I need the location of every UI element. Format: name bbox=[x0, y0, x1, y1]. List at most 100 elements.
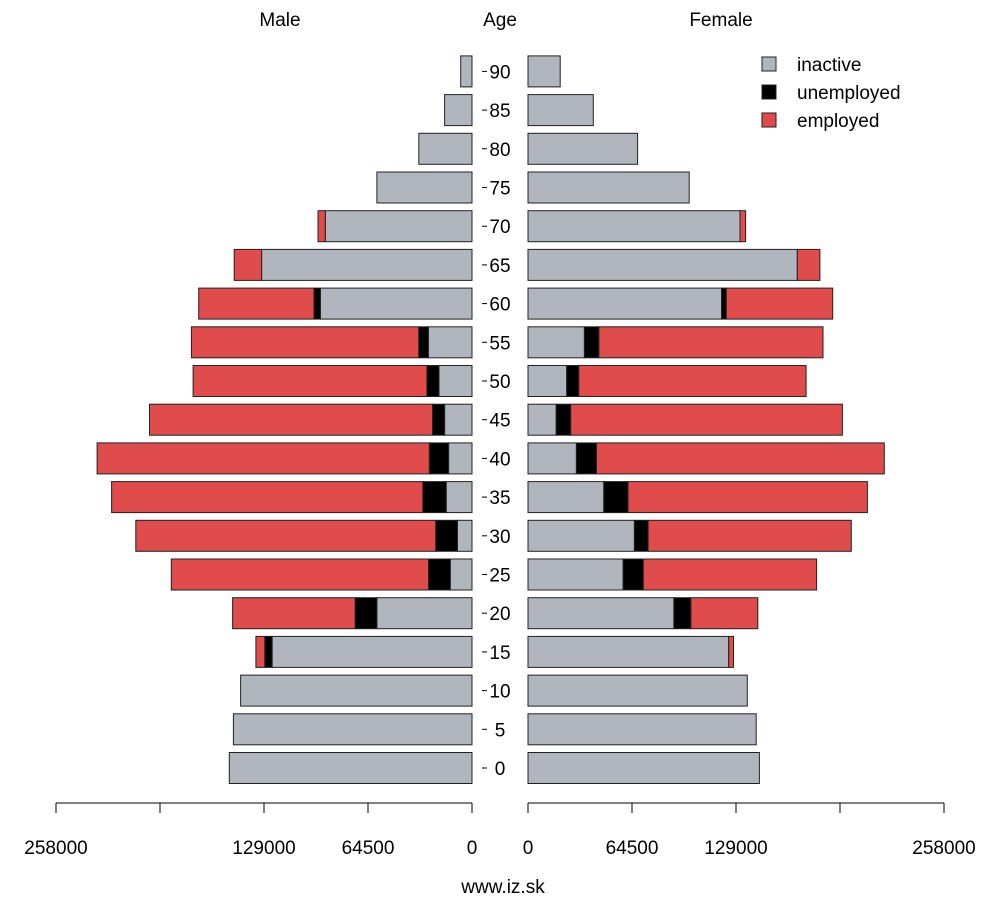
bar-female-inactive-age-50 bbox=[527, 365, 568, 397]
bar-male-employed-age-60 bbox=[198, 287, 315, 320]
bar-male-unemployed-age-30 bbox=[435, 519, 459, 552]
bar-male-inactive-age-25 bbox=[449, 558, 473, 591]
age-label-5: 5 bbox=[495, 720, 506, 741]
female-x-tick-label: 129000 bbox=[704, 838, 767, 859]
bar-male-employed-age-55 bbox=[190, 326, 420, 359]
bar-male-employed-age-50 bbox=[192, 365, 428, 397]
bar-male-inactive-age-50 bbox=[438, 365, 473, 397]
bar-female-unemployed-age-40 bbox=[575, 442, 598, 475]
bar-male-unemployed-age-35 bbox=[422, 481, 447, 514]
male-x-tick-label: 129000 bbox=[232, 838, 295, 859]
bar-female-inactive-age-60 bbox=[527, 287, 722, 320]
footer-source: www.iz.sk bbox=[460, 877, 545, 898]
bar-male-inactive-age-15 bbox=[271, 635, 473, 668]
bar-male-inactive-age-30 bbox=[457, 519, 473, 552]
age-label-60: 60 bbox=[489, 295, 510, 316]
bar-female-inactive-age-55 bbox=[527, 326, 585, 359]
bar-male-unemployed-age-25 bbox=[428, 558, 451, 591]
male-header: Male bbox=[259, 10, 300, 31]
bar-male-inactive-age-20 bbox=[376, 597, 473, 630]
bar-male-inactive-age-45 bbox=[444, 403, 473, 436]
bar-male-employed-age-35 bbox=[111, 481, 424, 514]
bar-male-employed-age-30 bbox=[135, 519, 437, 552]
bar-female-employed-age-45 bbox=[570, 403, 843, 436]
bar-male-employed-age-25 bbox=[170, 558, 430, 591]
bar-male-employed-age-15 bbox=[255, 635, 266, 668]
age-label-20: 20 bbox=[489, 604, 510, 625]
bar-male-inactive-age-80 bbox=[418, 132, 473, 165]
bar-female-employed-age-65 bbox=[796, 248, 821, 281]
bar-female-inactive-age-65 bbox=[527, 248, 798, 281]
bar-male-employed-age-45 bbox=[149, 403, 433, 436]
bar-male-unemployed-age-15 bbox=[264, 635, 273, 668]
bar-female-inactive-age-15 bbox=[527, 635, 730, 668]
age-label-90: 90 bbox=[489, 62, 510, 83]
bar-male-unemployed-age-20 bbox=[354, 597, 378, 630]
bar-female-employed-age-15 bbox=[728, 635, 735, 668]
bar-female-inactive-age-0 bbox=[527, 752, 760, 784]
bar-male-inactive-age-40 bbox=[448, 442, 473, 475]
bar-female-unemployed-age-35 bbox=[603, 481, 629, 514]
bar-female-employed-age-40 bbox=[596, 442, 885, 475]
age-label-80: 80 bbox=[489, 140, 510, 161]
bar-female-employed-age-50 bbox=[578, 365, 807, 397]
bar-male-employed-age-65 bbox=[233, 248, 263, 281]
age-label-25: 25 bbox=[489, 566, 510, 587]
male-x-tick-label: 258000 bbox=[24, 838, 87, 859]
bar-male-employed-age-40 bbox=[96, 442, 430, 475]
bar-male-employed-age-20 bbox=[232, 597, 356, 630]
bar-male-inactive-age-55 bbox=[428, 326, 473, 359]
bar-female-inactive-age-85 bbox=[527, 94, 594, 127]
male-x-tick-label: 64500 bbox=[342, 838, 395, 859]
bar-male-inactive-age-75 bbox=[376, 171, 473, 204]
bar-male-inactive-age-10 bbox=[240, 674, 473, 707]
bar-male-inactive-age-0 bbox=[228, 752, 473, 784]
bar-female-inactive-age-5 bbox=[527, 713, 757, 746]
bar-female-unemployed-age-50 bbox=[566, 365, 580, 397]
bars-layer bbox=[96, 55, 885, 784]
age-header: Age bbox=[483, 10, 517, 31]
bar-female-unemployed-age-20 bbox=[673, 597, 692, 630]
female-x-tick-label: 258000 bbox=[912, 838, 975, 859]
legend: inactive unemployed employed bbox=[761, 55, 901, 132]
age-label-70: 70 bbox=[489, 217, 510, 238]
age-label-0: 0 bbox=[495, 759, 506, 780]
bar-female-unemployed-age-30 bbox=[633, 519, 649, 552]
female-header: Female bbox=[689, 10, 752, 31]
legend-label-inactive: inactive bbox=[797, 55, 861, 76]
bar-male-unemployed-age-55 bbox=[418, 326, 429, 359]
bar-male-unemployed-age-40 bbox=[428, 442, 450, 475]
bar-female-inactive-age-35 bbox=[527, 481, 605, 514]
age-label-15: 15 bbox=[489, 643, 510, 664]
bar-male-employed-age-70 bbox=[317, 210, 326, 243]
bar-female-employed-age-30 bbox=[647, 519, 852, 552]
age-label-50: 50 bbox=[489, 372, 510, 393]
female-x-tick-label: 64500 bbox=[606, 838, 659, 859]
bar-female-employed-age-55 bbox=[598, 326, 824, 359]
bar-female-inactive-age-40 bbox=[527, 442, 577, 475]
bar-female-employed-age-60 bbox=[725, 287, 834, 320]
bar-female-employed-age-70 bbox=[739, 210, 747, 243]
age-label-75: 75 bbox=[489, 179, 510, 200]
age-label-45: 45 bbox=[489, 411, 510, 432]
bar-male-inactive-age-70 bbox=[324, 210, 473, 243]
legend-swatch-employed bbox=[761, 112, 777, 128]
legend-label-unemployed: unemployed bbox=[797, 83, 901, 104]
male-x-tick-label: 0 bbox=[467, 838, 478, 859]
age-label-40: 40 bbox=[489, 449, 510, 470]
bar-female-unemployed-age-45 bbox=[555, 403, 572, 436]
legend-swatch-unemployed bbox=[761, 84, 777, 100]
bar-female-employed-age-25 bbox=[642, 558, 818, 591]
bar-female-unemployed-age-60 bbox=[721, 287, 727, 320]
bar-female-inactive-age-25 bbox=[527, 558, 624, 591]
bar-male-unemployed-age-45 bbox=[432, 403, 446, 436]
bar-female-inactive-age-20 bbox=[527, 597, 675, 630]
bar-female-inactive-age-30 bbox=[527, 519, 635, 552]
bar-male-unemployed-age-60 bbox=[313, 287, 321, 320]
female-x-tick-label: 0 bbox=[523, 838, 534, 859]
bar-female-inactive-age-45 bbox=[527, 403, 557, 436]
axes-layer: 0 5 10 15 20 25 30 35 40 45 50 55 60 65 70 75 80 85 90 2580… bbox=[24, 62, 975, 859]
bar-male-inactive-age-5 bbox=[232, 713, 473, 746]
age-label-30: 30 bbox=[489, 527, 510, 548]
legend-label-employed: employed bbox=[797, 111, 879, 132]
